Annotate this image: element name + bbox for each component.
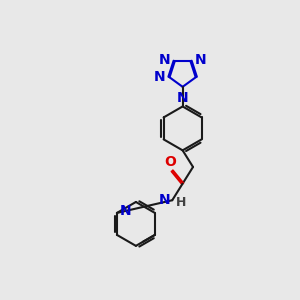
- Text: N: N: [194, 53, 206, 67]
- Text: N: N: [154, 70, 166, 84]
- Text: N: N: [120, 204, 131, 218]
- Text: N: N: [177, 91, 188, 105]
- Text: N: N: [159, 53, 171, 67]
- Text: N: N: [158, 193, 170, 207]
- Text: H: H: [176, 196, 186, 208]
- Text: O: O: [164, 154, 176, 169]
